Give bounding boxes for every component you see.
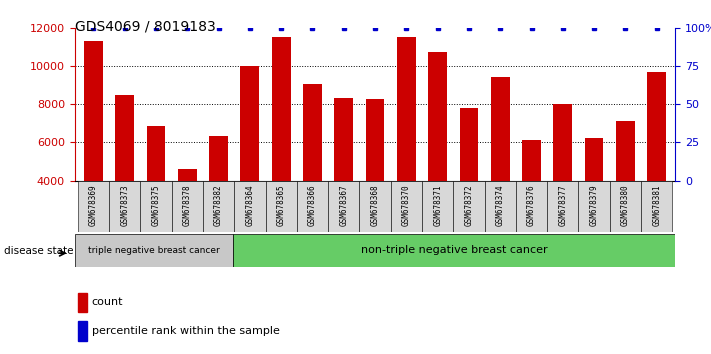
Bar: [178, 169, 197, 257]
Bar: [610, 181, 641, 232]
Bar: [303, 85, 322, 257]
Text: percentile rank within the sample: percentile rank within the sample: [92, 326, 279, 336]
Bar: [422, 181, 454, 232]
Bar: [265, 181, 296, 232]
Text: GSM678382: GSM678382: [214, 185, 223, 226]
Bar: [547, 181, 579, 232]
Text: non-triple negative breast cancer: non-triple negative breast cancer: [360, 245, 547, 256]
Text: GSM678369: GSM678369: [89, 185, 98, 226]
Bar: [616, 121, 635, 257]
Bar: [454, 181, 485, 232]
Text: GSM678368: GSM678368: [370, 185, 380, 226]
Text: GSM678371: GSM678371: [433, 185, 442, 226]
Bar: [647, 72, 666, 257]
Text: GSM678364: GSM678364: [245, 185, 255, 226]
Bar: [579, 181, 610, 232]
Bar: [328, 181, 359, 232]
Text: GSM678378: GSM678378: [183, 185, 192, 226]
Bar: [459, 108, 479, 257]
Bar: [77, 181, 109, 232]
Bar: [272, 37, 291, 257]
Text: GSM678375: GSM678375: [151, 185, 161, 226]
Bar: [485, 181, 516, 232]
Bar: [78, 321, 87, 341]
Bar: [140, 181, 171, 232]
Text: GSM678373: GSM678373: [120, 185, 129, 226]
Bar: [234, 181, 265, 232]
Bar: [115, 95, 134, 257]
Bar: [203, 181, 234, 232]
Bar: [491, 77, 510, 257]
Text: GSM678374: GSM678374: [496, 185, 505, 226]
Bar: [584, 138, 604, 257]
Bar: [240, 67, 260, 257]
Text: GSM678366: GSM678366: [308, 185, 317, 226]
Bar: [428, 52, 447, 257]
Bar: [391, 181, 422, 232]
Bar: [75, 234, 232, 267]
Text: GSM678377: GSM678377: [558, 185, 567, 226]
Text: triple negative breast cancer: triple negative breast cancer: [88, 246, 220, 255]
Text: disease state: disease state: [4, 246, 73, 256]
Bar: [84, 41, 103, 257]
Bar: [209, 136, 228, 257]
Text: GSM678372: GSM678372: [464, 185, 474, 226]
Text: count: count: [92, 297, 123, 307]
Bar: [296, 181, 328, 232]
Bar: [365, 99, 385, 257]
Text: GDS4069 / 8019183: GDS4069 / 8019183: [75, 19, 215, 34]
Text: GSM678365: GSM678365: [277, 185, 286, 226]
Text: GSM678376: GSM678376: [527, 185, 536, 226]
Bar: [553, 104, 572, 257]
Bar: [522, 139, 541, 257]
Text: GSM678367: GSM678367: [339, 185, 348, 226]
Bar: [232, 234, 675, 267]
Text: GSM678381: GSM678381: [652, 185, 661, 226]
Bar: [641, 181, 673, 232]
Bar: [397, 37, 416, 257]
Bar: [146, 126, 166, 257]
Bar: [516, 181, 547, 232]
Bar: [334, 98, 353, 257]
Text: GSM678370: GSM678370: [402, 185, 411, 226]
Bar: [171, 181, 203, 232]
Bar: [359, 181, 391, 232]
Bar: [109, 181, 140, 232]
Text: GSM678379: GSM678379: [589, 185, 599, 226]
Text: GSM678380: GSM678380: [621, 185, 630, 226]
Bar: [78, 293, 87, 312]
